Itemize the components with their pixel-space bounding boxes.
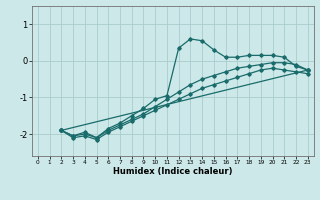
X-axis label: Humidex (Indice chaleur): Humidex (Indice chaleur): [113, 167, 233, 176]
